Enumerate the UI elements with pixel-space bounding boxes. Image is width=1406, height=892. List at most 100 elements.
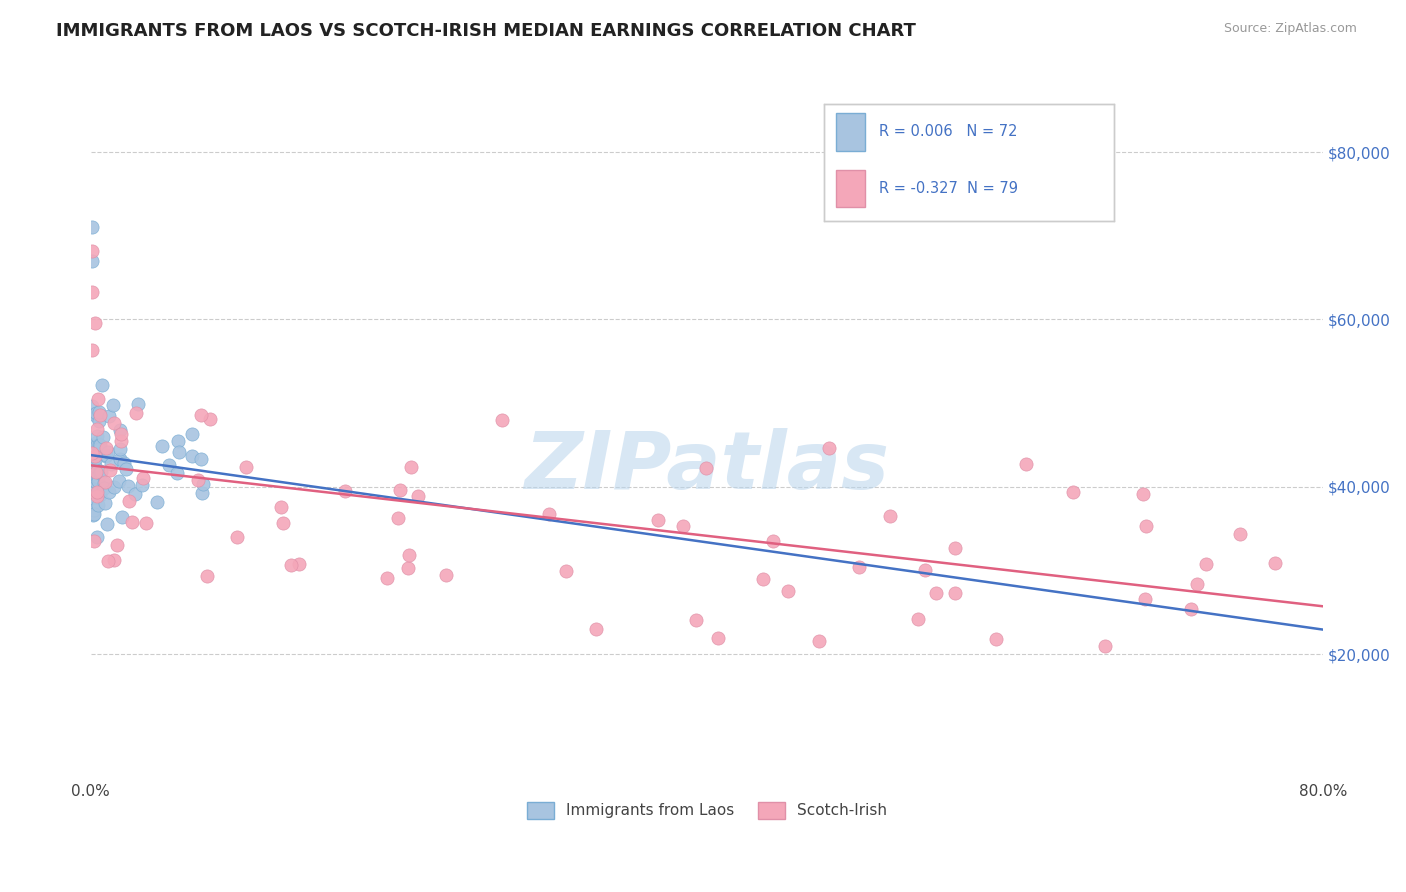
Point: [157, 458, 180, 472]
Point: [925, 585, 948, 599]
Text: ZIPatlas: ZIPatlas: [524, 428, 890, 506]
Point: [848, 559, 870, 574]
Point: [115, 462, 138, 476]
Point: [198, 412, 221, 426]
Point: [131, 477, 153, 491]
Point: [84, 409, 107, 423]
Point: [89, 442, 111, 457]
Text: IMMIGRANTS FROM LAOS VS SCOTCH-IRISH MEDIAN EARNINGS CORRELATION CHART: IMMIGRANTS FROM LAOS VS SCOTCH-IRISH MED…: [56, 22, 917, 40]
Point: [387, 511, 409, 525]
Point: [180, 450, 202, 464]
Point: [86, 471, 108, 485]
Point: [191, 476, 214, 491]
Point: [86, 422, 108, 436]
Point: [87, 414, 110, 428]
Point: [491, 413, 513, 427]
Point: [93, 481, 115, 495]
Point: [169, 444, 191, 458]
Point: [97, 484, 120, 499]
Point: [945, 541, 967, 555]
Point: [190, 408, 212, 422]
Point: [86, 435, 108, 450]
Point: [100, 457, 122, 471]
Point: [83, 502, 105, 516]
Point: [434, 567, 457, 582]
Point: [96, 448, 118, 462]
Point: [94, 475, 117, 489]
Point: [96, 517, 118, 532]
Point: [1229, 527, 1251, 541]
Point: [84, 465, 107, 479]
Point: [86, 490, 108, 504]
Point: [398, 548, 420, 562]
Point: [124, 487, 146, 501]
Point: [86, 438, 108, 452]
Point: [86, 450, 108, 465]
Point: [181, 426, 204, 441]
Point: [195, 569, 218, 583]
Point: [103, 417, 125, 431]
Point: [82, 477, 104, 491]
Point: [83, 450, 105, 464]
Point: [82, 254, 104, 268]
Point: [84, 316, 107, 330]
Point: [685, 613, 707, 627]
Point: [83, 533, 105, 548]
Point: [1264, 556, 1286, 570]
Point: [166, 466, 188, 480]
Point: [1195, 557, 1218, 571]
Point: [672, 519, 695, 533]
Point: [1180, 602, 1202, 616]
Point: [695, 461, 717, 475]
Point: [90, 465, 112, 479]
Point: [108, 423, 131, 437]
Point: [84, 407, 107, 421]
Point: [87, 475, 110, 489]
Point: [125, 406, 148, 420]
Point: [1062, 484, 1084, 499]
Point: [98, 462, 121, 476]
Point: [647, 513, 669, 527]
Point: [82, 399, 104, 413]
Point: [288, 557, 311, 571]
Point: [235, 460, 257, 475]
Point: [84, 458, 107, 473]
Point: [146, 495, 169, 509]
Point: [96, 449, 118, 463]
Point: [150, 439, 173, 453]
Point: [110, 442, 132, 456]
Point: [87, 392, 110, 406]
Point: [375, 571, 398, 585]
Point: [191, 486, 214, 500]
Point: [110, 427, 132, 442]
Point: [131, 471, 153, 485]
Point: [82, 244, 104, 258]
Point: [97, 444, 120, 458]
Point: [112, 456, 135, 470]
Point: [87, 498, 110, 512]
Point: [111, 509, 134, 524]
Point: [818, 441, 841, 455]
Point: [226, 529, 249, 543]
Point: [280, 558, 302, 573]
Point: [107, 538, 129, 552]
Point: [984, 632, 1007, 647]
Point: [270, 500, 292, 514]
Point: [82, 508, 104, 522]
Point: [108, 451, 131, 466]
Point: [807, 634, 830, 648]
Point: [1133, 591, 1156, 606]
Point: [103, 552, 125, 566]
Point: [83, 508, 105, 522]
Point: [1185, 576, 1208, 591]
Point: [103, 480, 125, 494]
Legend: Immigrants from Laos, Scotch-Irish: Immigrants from Laos, Scotch-Irish: [520, 796, 893, 825]
Point: [121, 515, 143, 529]
Point: [89, 437, 111, 451]
Point: [585, 622, 607, 636]
Point: [135, 516, 157, 530]
Point: [396, 560, 419, 574]
Point: [1135, 518, 1157, 533]
Point: [118, 494, 141, 508]
Point: [167, 434, 190, 448]
